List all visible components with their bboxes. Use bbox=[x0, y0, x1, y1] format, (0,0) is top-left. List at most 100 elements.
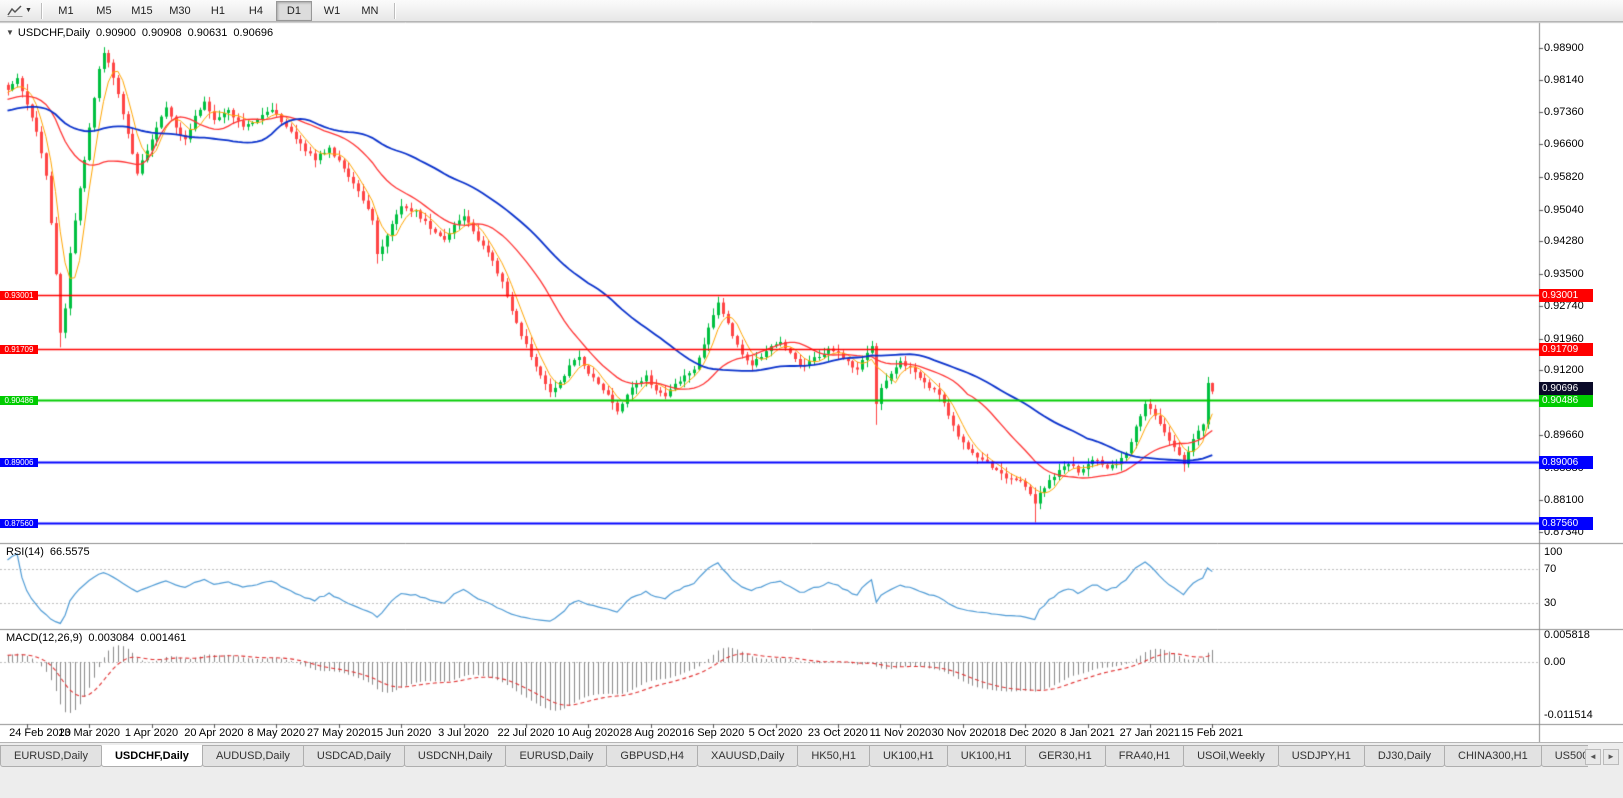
timeframe-button-m15[interactable]: M15 bbox=[131, 4, 153, 17]
timeframe-button-d1[interactable]: D1 bbox=[275, 0, 312, 21]
macd-pane-title: MACD(12,26,9) 0.003084 0.001461 bbox=[6, 632, 186, 644]
chart-tab-usoil-weekly[interactable]: USOil,Weekly bbox=[1183, 745, 1279, 767]
macd-axis-label: 0.005818 bbox=[1544, 628, 1590, 641]
top-toolbar: ▼ M1 M5 M15 M30 H1 H4 D1 W1 MN bbox=[0, 0, 1623, 22]
price-axis-label: 0.92740 bbox=[1544, 299, 1584, 312]
chart-tab-gbpusd-h4[interactable]: GBPUSD,H4 bbox=[606, 745, 698, 767]
chart-window: ▼ USDCHF,Daily 0.90900 0.90908 0.90631 0.9069… bbox=[0, 22, 1623, 742]
timeframe-button-w1[interactable]: W1 bbox=[323, 4, 341, 17]
macd-main-value: 0.003084 bbox=[88, 632, 135, 644]
chart-tab-usdcnh-daily[interactable]: USDCNH,Daily bbox=[403, 745, 507, 767]
chart-line-icon bbox=[7, 4, 23, 17]
macd-axis-label: -0.011514 bbox=[1544, 709, 1593, 722]
timeframe-button-m1[interactable]: M1 bbox=[58, 4, 74, 17]
ohlc-high: 0.90908 bbox=[141, 27, 182, 39]
x-axis-label: 27 Jan 2021 bbox=[1119, 727, 1181, 739]
line-left-tag: 0.89006 bbox=[0, 458, 38, 468]
chart-tab-uk100-h1[interactable]: UK100,H1 bbox=[946, 745, 1026, 767]
x-axis-label: 30 Nov 2020 bbox=[931, 727, 994, 739]
chart-tab-usdchf-daily[interactable]: USDCHF,Daily bbox=[100, 745, 203, 767]
chart-tab-eurusd-daily[interactable]: EURUSD,Daily bbox=[0, 745, 102, 767]
price-axis-label: 0.95040 bbox=[1544, 203, 1584, 216]
chart-tab-ger30-h1[interactable]: GER30,H1 bbox=[1024, 745, 1106, 767]
chevron-down-icon: ▼ bbox=[25, 7, 32, 14]
chart-tab-us500-h1[interactable]: US500,H1 bbox=[1540, 745, 1588, 767]
x-axis-label: 15 Feb 2021 bbox=[1181, 727, 1244, 739]
x-axis-label: 22 Jul 2020 bbox=[497, 727, 555, 739]
chart-tab-hk50-h1[interactable]: HK50,H1 bbox=[797, 745, 870, 767]
chart-tab-fra40-h1[interactable]: FRA40,H1 bbox=[1104, 745, 1185, 767]
ohlc-low: 0.90631 bbox=[187, 27, 228, 39]
price-axis-label: 0.91960 bbox=[1544, 332, 1584, 345]
x-axis-label: 27 May 2020 bbox=[306, 727, 371, 739]
x-axis-label: 8 Jan 2021 bbox=[1060, 727, 1115, 739]
rsi-axis-label: 70 bbox=[1544, 563, 1557, 575]
chart-tab-audusd-daily[interactable]: AUDUSD,Daily bbox=[201, 745, 304, 767]
x-axis-label: 1 Apr 2020 bbox=[124, 727, 179, 739]
macd-signal-value: 0.001461 bbox=[140, 632, 187, 644]
toolbar-separator bbox=[40, 2, 42, 19]
chart-tabs-strip: EURUSD,Daily USDCHF,Daily AUDUSD,Daily USDC… bbox=[0, 743, 1588, 767]
x-axis-label: 10 Aug 2020 bbox=[557, 727, 620, 739]
timeframe-toolbar: M1 M5 M15 M30 H1 H4 D1 W1 MN bbox=[47, 0, 389, 21]
chart-tab-bar: EURUSD,Daily USDCHF,Daily AUDUSD,Daily USDC… bbox=[0, 742, 1623, 798]
line-price-badge: 0.91709 bbox=[1539, 343, 1593, 357]
rsi-axis-label: 30 bbox=[1544, 597, 1557, 609]
price-axis-label: 0.91200 bbox=[1544, 364, 1584, 377]
chart-tab-usdcad-daily[interactable]: USDCAD,Daily bbox=[302, 745, 405, 767]
x-axis-label: 13 Mar 2020 bbox=[58, 727, 120, 739]
x-axis-label: 11 Nov 2020 bbox=[869, 727, 932, 739]
x-axis-label: 8 May 2020 bbox=[247, 727, 306, 739]
price-axis-label: 0.93500 bbox=[1544, 268, 1584, 281]
price-axis-label: 0.98900 bbox=[1544, 42, 1584, 54]
ohlc-close: 0.90696 bbox=[233, 27, 274, 39]
line-left-tag: 0.87560 bbox=[0, 518, 38, 528]
rsi-label: RSI(14) bbox=[6, 546, 44, 558]
price-axis-label: 0.88100 bbox=[1544, 494, 1584, 507]
chart-pointer-tool[interactable]: ▼ bbox=[3, 2, 36, 20]
macd-axis-label: 0.00 bbox=[1544, 656, 1566, 668]
line-price-badge: 0.93001 bbox=[1539, 288, 1593, 302]
timeframe-button-mn[interactable]: MN bbox=[361, 4, 379, 17]
timeframe-button-m30[interactable]: M30 bbox=[169, 4, 191, 17]
price-axis-label: 0.98140 bbox=[1544, 73, 1584, 86]
line-left-tag: 0.91709 bbox=[0, 345, 38, 355]
ohlc-open: 0.90900 bbox=[96, 27, 136, 39]
x-axis-label: 5 Oct 2020 bbox=[748, 727, 803, 739]
x-axis-label: 15 Jun 2020 bbox=[370, 727, 432, 739]
timeframe-button-h1[interactable]: H1 bbox=[210, 4, 225, 17]
line-left-tag: 0.93001 bbox=[0, 290, 38, 300]
line-price-badge: 0.90486 bbox=[1539, 394, 1593, 408]
price-axis-label: 0.95820 bbox=[1544, 170, 1584, 183]
rsi-value: 66.5575 bbox=[49, 546, 90, 558]
chart-title: ▼ USDCHF,Daily 0.90900 0.90908 0.90631 0.9069… bbox=[6, 27, 273, 39]
chart-symbol-period: USDCHF,Daily bbox=[17, 27, 91, 39]
tab-scroll-arrows: ◄ ► bbox=[1585, 749, 1619, 765]
timeframe-button-m5[interactable]: M5 bbox=[96, 4, 112, 17]
x-axis-label: 23 Oct 2020 bbox=[807, 727, 868, 739]
x-axis-label: 3 Jul 2020 bbox=[438, 727, 489, 739]
one-click-trading-arrow-icon[interactable]: ▼ bbox=[6, 28, 14, 37]
toolbar-separator bbox=[393, 2, 395, 19]
chart-tab-eurusd-daily[interactable]: EURUSD,Daily bbox=[505, 745, 608, 767]
rsi-pane-title: RSI(14) 66.5575 bbox=[6, 546, 90, 558]
price-axis-label: 0.96600 bbox=[1544, 138, 1584, 151]
line-price-badge: 0.89006 bbox=[1539, 456, 1593, 470]
tabs-scroll-right-button[interactable]: ► bbox=[1603, 749, 1619, 765]
tabs-scroll-left-button[interactable]: ◄ bbox=[1585, 749, 1601, 765]
chart-tab-uk100-h1[interactable]: UK100,H1 bbox=[868, 745, 948, 767]
rsi-axis-label: 100 bbox=[1544, 545, 1563, 558]
current-price-badge: 0.90696 bbox=[1539, 381, 1593, 395]
chart-tab-china300-h1[interactable]: CHINA300,H1 bbox=[1444, 745, 1542, 767]
chart-tab-usdjpy-h1[interactable]: USDJPY,H1 bbox=[1277, 745, 1365, 767]
timeframe-button-h4[interactable]: H4 bbox=[248, 4, 263, 17]
chart-tab-xauusd-daily[interactable]: XAUUSD,Daily bbox=[696, 745, 799, 767]
line-left-tag: 0.90486 bbox=[0, 396, 38, 406]
price-axis-label: 0.89660 bbox=[1544, 428, 1584, 441]
x-axis-label: 18 Dec 2020 bbox=[993, 727, 1057, 739]
x-axis-label: 16 Sep 2020 bbox=[681, 727, 745, 739]
x-axis-label: 28 Aug 2020 bbox=[619, 727, 682, 739]
macd-label: MACD(12,26,9) bbox=[6, 632, 83, 644]
chart-tab-dj30-daily[interactable]: DJ30,Daily bbox=[1363, 745, 1446, 767]
price-chart-canvas[interactable] bbox=[0, 22, 1623, 742]
